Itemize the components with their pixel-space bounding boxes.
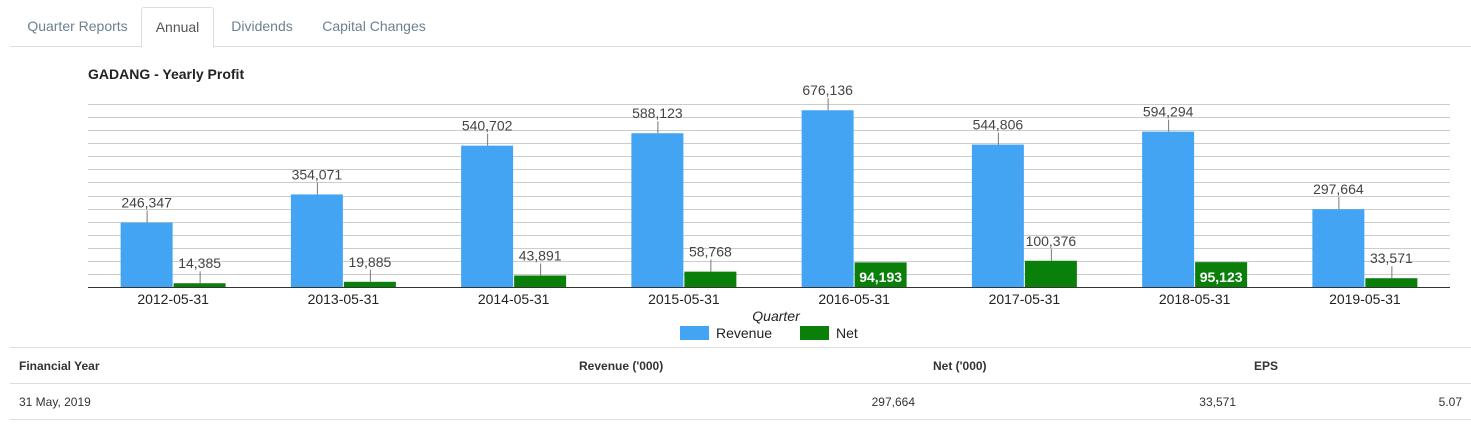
header-revenue: Revenue ('000) bbox=[570, 347, 924, 384]
net-bar[interactable] bbox=[173, 283, 226, 287]
revenue-bar[interactable] bbox=[120, 222, 173, 287]
net-bar[interactable] bbox=[684, 271, 737, 287]
financial-table: Financial Year Revenue ('000) Net ('000)… bbox=[10, 347, 1471, 420]
revenue-data-label: 540,702 bbox=[462, 118, 513, 134]
net-data-label: 33,571 bbox=[1370, 250, 1413, 266]
revenue-data-label: 544,806 bbox=[973, 117, 1024, 133]
chart-title: GADANG - Yearly Profit bbox=[88, 66, 245, 82]
table-row: 31 May, 2019 297,664 33,571 5.07 bbox=[10, 383, 1471, 420]
tab-annual[interactable]: Annual bbox=[141, 7, 214, 48]
net-data-label: 14,385 bbox=[178, 255, 221, 271]
header-financial-year: Financial Year bbox=[10, 347, 570, 384]
net-bar[interactable] bbox=[1024, 260, 1077, 287]
net-bar[interactable] bbox=[854, 262, 907, 287]
net-data-label: 43,891 bbox=[519, 248, 562, 264]
net-data-label: 19,885 bbox=[348, 254, 391, 270]
revenue-bar[interactable] bbox=[1142, 131, 1195, 287]
x-tick-label: 2015-05-31 bbox=[648, 291, 720, 307]
cell-revenue: 297,664 bbox=[570, 383, 924, 420]
legend-net[interactable]: Net bbox=[800, 324, 858, 342]
x-tick-label: 2013-05-31 bbox=[308, 291, 380, 307]
cell-net: 33,571 bbox=[924, 383, 1245, 420]
x-tick-label: 2014-05-31 bbox=[478, 291, 550, 307]
revenue-data-label: 594,294 bbox=[1143, 104, 1194, 120]
revenue-bar[interactable] bbox=[631, 133, 684, 287]
x-tick-label: 2019-05-31 bbox=[1329, 291, 1401, 307]
x-tick-label: 2017-05-31 bbox=[989, 291, 1061, 307]
net-bar[interactable] bbox=[1195, 262, 1248, 287]
revenue-data-label: 676,136 bbox=[802, 82, 853, 98]
revenue-bar[interactable] bbox=[461, 145, 514, 287]
x-tick-label: 2016-05-31 bbox=[818, 291, 890, 307]
header-eps: EPS bbox=[1245, 347, 1471, 384]
legend-revenue[interactable]: Revenue bbox=[680, 324, 772, 342]
cell-year: 31 May, 2019 bbox=[10, 383, 570, 420]
yearly-profit-chart: 2012-05-31 246,347 14,385 2013-05-31 354,071… bbox=[88, 82, 1450, 324]
net-data-label: 95,123 bbox=[1200, 269, 1243, 285]
cell-eps: 5.07 bbox=[1245, 383, 1471, 420]
tab-capital-changes[interactable]: Capital Changes bbox=[322, 18, 426, 34]
net-data-label: 94,193 bbox=[859, 269, 902, 285]
x-tick-label: 2012-05-31 bbox=[137, 291, 209, 307]
legend-revenue-label: Revenue bbox=[716, 325, 773, 341]
revenue-bar[interactable] bbox=[971, 144, 1024, 287]
header-net: Net ('000) bbox=[924, 347, 1245, 384]
revenue-bar[interactable] bbox=[801, 110, 854, 287]
revenue-data-label: 297,664 bbox=[1313, 181, 1364, 197]
x-axis-title: Quarter bbox=[752, 308, 801, 324]
revenue-bar[interactable] bbox=[1312, 209, 1365, 287]
report-tabs: Quarter Reports Annual Dividends Capital… bbox=[10, 0, 1471, 48]
legend-revenue-swatch bbox=[680, 326, 709, 340]
net-bar[interactable] bbox=[1365, 278, 1418, 287]
revenue-bar[interactable] bbox=[290, 194, 343, 287]
revenue-data-label: 588,123 bbox=[632, 105, 683, 121]
x-tick-label: 2018-05-31 bbox=[1159, 291, 1231, 307]
legend-net-label: Net bbox=[836, 325, 858, 341]
tab-dividends[interactable]: Dividends bbox=[231, 18, 293, 34]
table-header-row: Financial Year Revenue ('000) Net ('000)… bbox=[10, 347, 1471, 384]
tab-quarter-reports[interactable]: Quarter Reports bbox=[27, 18, 128, 34]
net-data-label: 100,376 bbox=[1026, 233, 1077, 249]
net-bar[interactable] bbox=[514, 275, 567, 287]
net-bar[interactable] bbox=[343, 281, 396, 287]
revenue-data-label: 354,071 bbox=[292, 166, 343, 182]
net-data-label: 58,768 bbox=[689, 244, 732, 260]
revenue-data-label: 246,347 bbox=[121, 195, 172, 211]
legend-net-swatch bbox=[800, 326, 829, 340]
